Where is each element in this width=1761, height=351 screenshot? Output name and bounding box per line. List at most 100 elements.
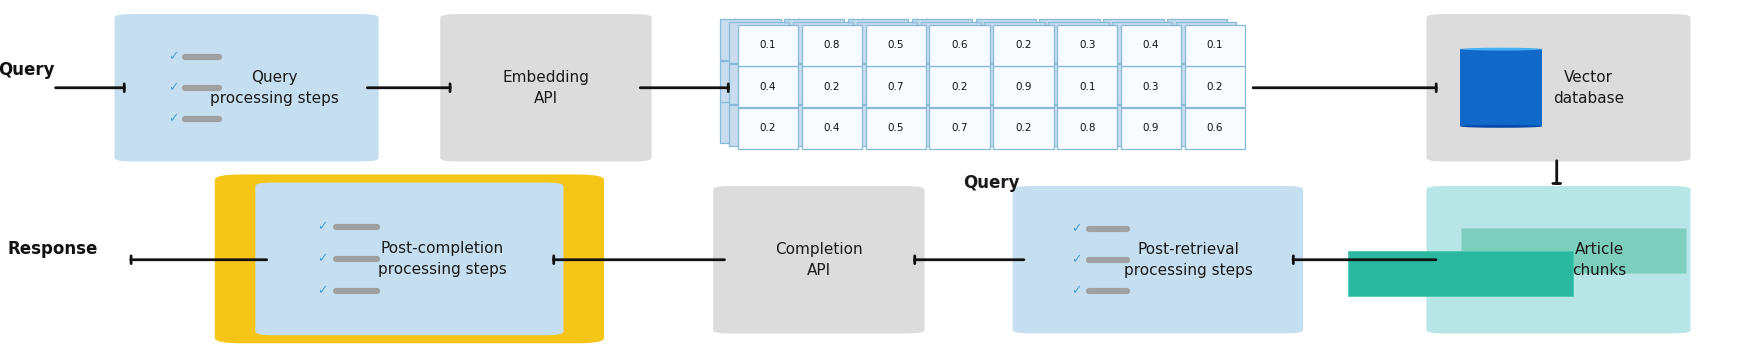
Text: 0.6: 0.6 <box>951 40 969 50</box>
FancyBboxPatch shape <box>1048 64 1109 105</box>
FancyBboxPatch shape <box>1102 61 1164 102</box>
Bar <box>1460 49 1543 126</box>
Text: 0.4: 0.4 <box>759 82 777 92</box>
FancyBboxPatch shape <box>255 183 564 335</box>
FancyBboxPatch shape <box>1426 14 1691 161</box>
Text: 0.8: 0.8 <box>824 40 840 50</box>
FancyBboxPatch shape <box>720 19 780 60</box>
FancyBboxPatch shape <box>729 105 789 146</box>
Text: Response: Response <box>7 240 99 258</box>
FancyBboxPatch shape <box>729 64 789 105</box>
FancyBboxPatch shape <box>984 105 1044 146</box>
Text: 0.7: 0.7 <box>951 124 969 133</box>
Text: ✓: ✓ <box>317 252 328 265</box>
Text: 0.2: 0.2 <box>951 82 969 92</box>
FancyBboxPatch shape <box>912 19 972 60</box>
FancyBboxPatch shape <box>1426 186 1691 333</box>
FancyBboxPatch shape <box>784 61 845 102</box>
Text: 0.8: 0.8 <box>1079 124 1095 133</box>
FancyBboxPatch shape <box>729 22 789 63</box>
Text: 0.2: 0.2 <box>1206 82 1224 92</box>
Text: Query: Query <box>963 173 1020 192</box>
FancyBboxPatch shape <box>1185 108 1245 149</box>
Text: 0.1: 0.1 <box>759 40 777 50</box>
FancyBboxPatch shape <box>866 25 926 66</box>
Text: Embedding
API: Embedding API <box>502 70 590 106</box>
Text: ✓: ✓ <box>317 220 328 233</box>
FancyBboxPatch shape <box>866 66 926 107</box>
Text: Article
chunks: Article chunks <box>1573 242 1627 278</box>
FancyBboxPatch shape <box>921 105 981 146</box>
Text: ✓: ✓ <box>1071 284 1081 297</box>
Text: 0.5: 0.5 <box>888 124 903 133</box>
FancyBboxPatch shape <box>784 102 845 143</box>
Ellipse shape <box>1460 125 1543 128</box>
FancyBboxPatch shape <box>993 25 1053 66</box>
Text: ✓: ✓ <box>167 112 178 125</box>
FancyBboxPatch shape <box>921 64 981 105</box>
Text: 0.1: 0.1 <box>1079 82 1095 92</box>
Text: Vector
database: Vector database <box>1553 70 1624 106</box>
FancyBboxPatch shape <box>215 174 604 343</box>
Text: 0.6: 0.6 <box>1206 124 1224 133</box>
Ellipse shape <box>1460 48 1543 51</box>
Text: Completion
API: Completion API <box>775 242 863 278</box>
FancyBboxPatch shape <box>856 64 917 105</box>
Text: 0.3: 0.3 <box>1079 40 1095 50</box>
FancyBboxPatch shape <box>849 102 909 143</box>
FancyBboxPatch shape <box>1113 105 1173 146</box>
FancyBboxPatch shape <box>784 19 845 60</box>
FancyBboxPatch shape <box>713 186 925 333</box>
Text: 0.9: 0.9 <box>1143 124 1159 133</box>
FancyBboxPatch shape <box>930 108 990 149</box>
FancyBboxPatch shape <box>738 25 798 66</box>
FancyBboxPatch shape <box>856 105 917 146</box>
FancyBboxPatch shape <box>993 66 1053 107</box>
FancyBboxPatch shape <box>976 102 1035 143</box>
FancyBboxPatch shape <box>1168 102 1227 143</box>
FancyBboxPatch shape <box>930 66 990 107</box>
FancyBboxPatch shape <box>1176 22 1236 63</box>
FancyBboxPatch shape <box>114 14 379 161</box>
FancyBboxPatch shape <box>866 108 926 149</box>
Bar <box>1462 228 1687 273</box>
Text: Query
processing steps: Query processing steps <box>210 70 338 106</box>
Bar <box>1349 251 1574 296</box>
Text: 0.2: 0.2 <box>1014 124 1032 133</box>
FancyBboxPatch shape <box>801 66 863 107</box>
Text: Post-completion
processing steps: Post-completion processing steps <box>379 241 507 277</box>
Text: Post-retrieval
processing steps: Post-retrieval processing steps <box>1124 242 1252 278</box>
Text: Query: Query <box>0 61 55 79</box>
FancyBboxPatch shape <box>1057 108 1116 149</box>
FancyBboxPatch shape <box>984 22 1044 63</box>
Text: 0.4: 0.4 <box>824 124 840 133</box>
FancyBboxPatch shape <box>1039 19 1099 60</box>
FancyBboxPatch shape <box>1176 64 1236 105</box>
FancyBboxPatch shape <box>912 102 972 143</box>
FancyBboxPatch shape <box>993 108 1053 149</box>
FancyBboxPatch shape <box>912 61 972 102</box>
FancyBboxPatch shape <box>1168 61 1227 102</box>
Text: 0.5: 0.5 <box>888 40 903 50</box>
FancyBboxPatch shape <box>1168 19 1227 60</box>
FancyBboxPatch shape <box>1048 105 1109 146</box>
FancyBboxPatch shape <box>792 22 852 63</box>
Text: ✓: ✓ <box>317 284 328 297</box>
FancyBboxPatch shape <box>1120 66 1182 107</box>
Text: ✓: ✓ <box>1071 222 1081 236</box>
Text: 0.2: 0.2 <box>759 124 777 133</box>
FancyBboxPatch shape <box>801 25 863 66</box>
FancyBboxPatch shape <box>1013 186 1303 333</box>
Text: 0.4: 0.4 <box>1143 40 1159 50</box>
Text: ✓: ✓ <box>1071 253 1081 266</box>
FancyBboxPatch shape <box>1120 25 1182 66</box>
FancyBboxPatch shape <box>921 22 981 63</box>
FancyBboxPatch shape <box>1039 61 1099 102</box>
FancyBboxPatch shape <box>1102 19 1164 60</box>
FancyBboxPatch shape <box>720 102 780 143</box>
FancyBboxPatch shape <box>976 61 1035 102</box>
Text: 0.3: 0.3 <box>1143 82 1159 92</box>
FancyBboxPatch shape <box>930 25 990 66</box>
Text: 0.2: 0.2 <box>824 82 840 92</box>
FancyBboxPatch shape <box>1176 105 1236 146</box>
